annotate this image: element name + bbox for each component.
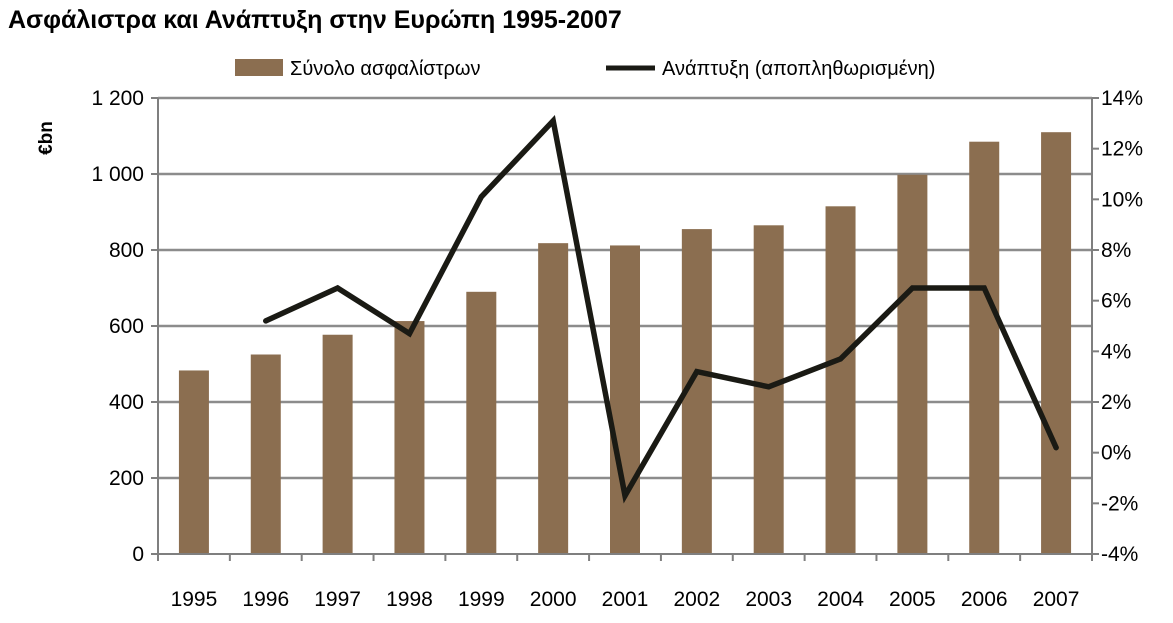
- left-tick-label: 1 000: [91, 163, 144, 186]
- growth-point-2003: [766, 384, 772, 390]
- chart-title: Ασφάλιστρα και Ανάπτυξη στην Ευρώπη 1995…: [8, 6, 622, 34]
- left-tick-label: 800: [109, 239, 144, 262]
- bar-2004: [825, 206, 856, 555]
- x-tick-label: 2005: [889, 588, 936, 611]
- growth-point-2005: [909, 285, 915, 291]
- right-tick-label: 0%: [1101, 442, 1131, 465]
- right-axis-ticks: -4% -2% 0% 2% 4% 6% 8% 10% 12% 14%: [1092, 87, 1143, 566]
- bar-2006: [969, 141, 1000, 554]
- x-tick-label: 2006: [961, 588, 1008, 611]
- legend-bar-swatch: [235, 59, 283, 76]
- left-tick-label: 1 200: [91, 87, 144, 110]
- bar-2003: [753, 225, 784, 555]
- right-tick-label: 4%: [1101, 340, 1131, 363]
- growth-point-2001: [622, 493, 628, 499]
- left-tick-label: 400: [109, 391, 144, 414]
- right-tick-label: 10%: [1101, 188, 1143, 211]
- x-tick-label: 1997: [314, 588, 361, 611]
- right-tick-label: -2%: [1101, 492, 1138, 515]
- x-tick-label: 2007: [1033, 588, 1080, 611]
- bar-1997: [322, 334, 353, 554]
- legend: Σύνολο ασφαλίστρων Ανάπτυξη (αποπληθωρισ…: [235, 58, 935, 80]
- bar-2000: [538, 243, 569, 554]
- bar-2001: [610, 245, 640, 554]
- growth-point-1998: [406, 331, 413, 337]
- growth-point-2000: [550, 118, 556, 124]
- x-tick-label: 1998: [386, 588, 433, 611]
- right-tick-label: 14%: [1101, 87, 1143, 110]
- right-tick-label: 2%: [1101, 391, 1131, 414]
- right-tick-label: -4%: [1101, 543, 1138, 566]
- bar-1996: [250, 354, 281, 554]
- x-tick-label: 1996: [242, 588, 289, 611]
- growth-point-2007: [1053, 445, 1059, 451]
- growth-point-2004: [837, 356, 844, 362]
- x-axis-ticks: 1995 1996 1997 1998 1999 2000 2001 2002 2003 2004…: [157, 554, 1093, 611]
- left-tick-label: 0: [132, 543, 144, 566]
- bar-2007: [1041, 132, 1072, 554]
- growth-point-2006: [981, 285, 987, 291]
- x-tick-label: 1995: [171, 588, 218, 611]
- left-tick-label: 600: [109, 315, 144, 338]
- legend-line-label: Ανάπτυξη (αποπληθωρισμένη): [662, 58, 935, 80]
- growth-point-1996: [263, 318, 269, 324]
- bar-1995: [178, 370, 209, 554]
- right-tick-label: 12%: [1101, 138, 1143, 161]
- x-tick-label: 2002: [673, 588, 720, 611]
- x-tick-label: 2001: [602, 588, 649, 611]
- growth-point-1997: [335, 285, 341, 291]
- bar-series: [178, 132, 1072, 555]
- growth-point-1999: [478, 194, 484, 200]
- bar-1999: [466, 291, 497, 554]
- right-tick-label: 8%: [1101, 239, 1131, 262]
- legend-bar-label: Σύνολο ασφαλίστρων: [290, 58, 481, 80]
- x-tick-label: 2003: [745, 588, 792, 611]
- x-tick-label: 2004: [817, 588, 864, 611]
- bar-1998: [394, 321, 425, 554]
- growth-point-2002: [694, 369, 700, 375]
- x-tick-label: 2000: [530, 588, 577, 611]
- y-axis-unit-label: €bn: [36, 121, 57, 155]
- line-series: [263, 115, 1059, 504]
- left-axis-ticks: 0 200 400 600 800 1 000 1 200: [91, 87, 158, 566]
- right-tick-label: 6%: [1101, 290, 1131, 313]
- growth-line: [263, 115, 1059, 504]
- x-tick-label: 1999: [458, 588, 505, 611]
- left-tick-label: 200: [109, 467, 144, 490]
- bar-2005: [897, 174, 928, 554]
